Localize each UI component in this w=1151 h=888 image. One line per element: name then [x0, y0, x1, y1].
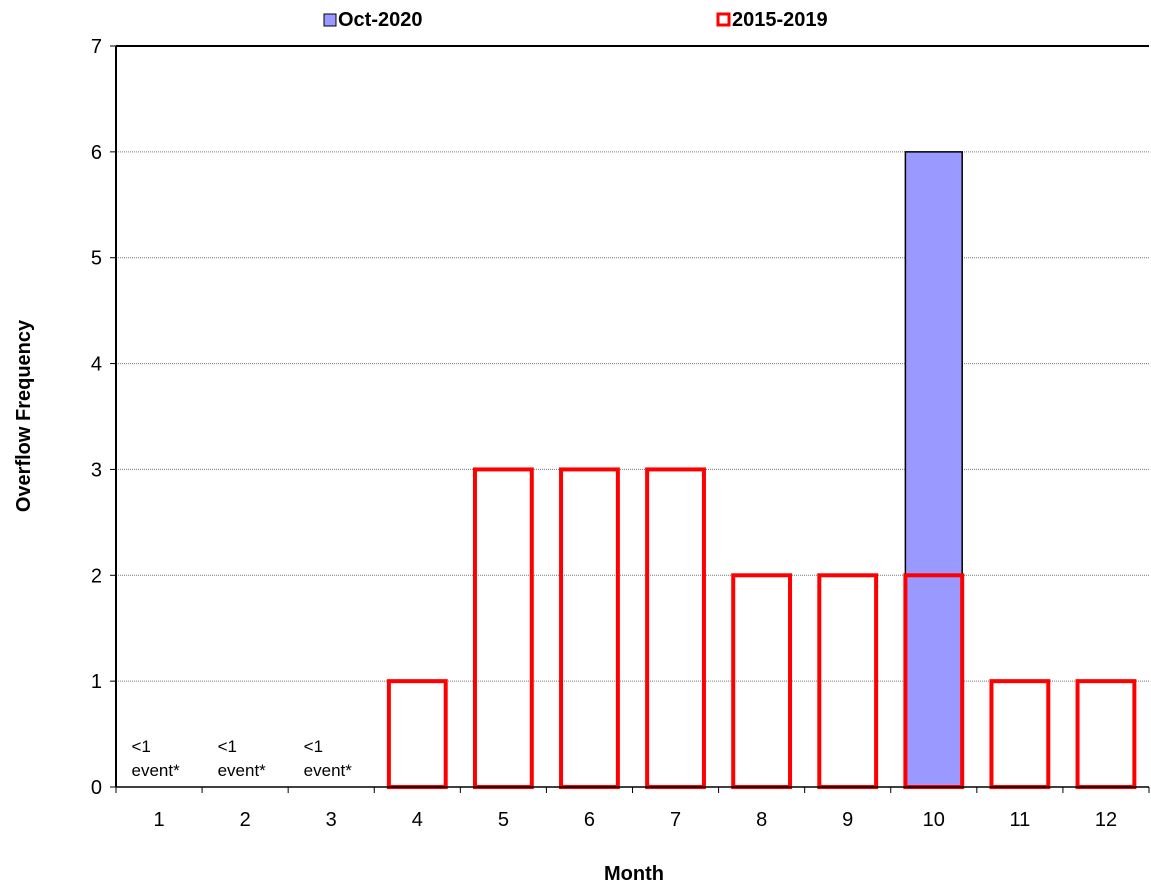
bar-2015-2019-month-4	[386, 679, 448, 790]
bars-layer	[386, 151, 1137, 790]
bar-2015-2019-month-11	[989, 679, 1051, 790]
legend: Oct-2020 2015-2019	[323, 9, 828, 31]
legend-swatch-2015-2019	[716, 12, 731, 27]
y-tick-label: 3	[91, 459, 102, 481]
bar-2015-2019-month-9	[817, 573, 879, 789]
x-tick-label: 7	[670, 809, 681, 831]
bar-2015-2019-month-8	[731, 573, 793, 789]
y-tick-label: 7	[91, 36, 102, 58]
x-tick-label: 11	[1009, 809, 1030, 831]
bar-2015-2019-month-7	[645, 467, 706, 789]
annotation-text: event*	[131, 761, 180, 780]
bar-oct-2020-month-10	[904, 151, 963, 788]
annotation-text: event*	[304, 761, 353, 780]
bar-2015-2019-month-6	[559, 467, 620, 789]
bar-2015-2019-month-5	[472, 467, 534, 789]
y-tick-label: 0	[91, 777, 102, 799]
x-tick-label: 5	[498, 809, 509, 831]
bar-2015-2019-month-12	[1075, 679, 1137, 790]
legend-swatch-oct-2020	[323, 13, 337, 27]
grid-layer	[116, 151, 1149, 682]
x-tick-label: 8	[756, 809, 767, 831]
x-tick-label: 4	[412, 809, 423, 831]
axes-layer	[115, 45, 1149, 788]
y-tick-label: 4	[91, 354, 102, 376]
annotation-text: <1	[304, 737, 323, 756]
x-tick-label: 9	[842, 809, 853, 831]
x-tick-label: 6	[584, 809, 595, 831]
y-tick-label: 6	[91, 142, 102, 164]
annotation-text: <1	[218, 737, 237, 756]
y-tick-label: 1	[91, 671, 102, 693]
legend-label-2015-2019: 2015-2019	[732, 9, 828, 31]
annotation-text: <1	[131, 737, 150, 756]
x-axis-title: Month	[604, 863, 664, 885]
y-axis-title: Overflow Frequency	[13, 319, 35, 512]
annotations-layer: <1 event* <1 event* <1 event*	[131, 737, 352, 780]
x-tick-label: 12	[1095, 809, 1117, 831]
x-tick-label: 3	[326, 809, 337, 831]
y-tick-label: 2	[91, 565, 102, 587]
y-tick-label: 5	[91, 248, 102, 270]
x-tick-label: 2	[240, 809, 251, 831]
annotation-text: event*	[218, 761, 267, 780]
x-tick-label: 1	[153, 809, 164, 831]
x-tick-label: 10	[923, 809, 945, 831]
legend-label-oct-2020: Oct-2020	[338, 9, 423, 31]
